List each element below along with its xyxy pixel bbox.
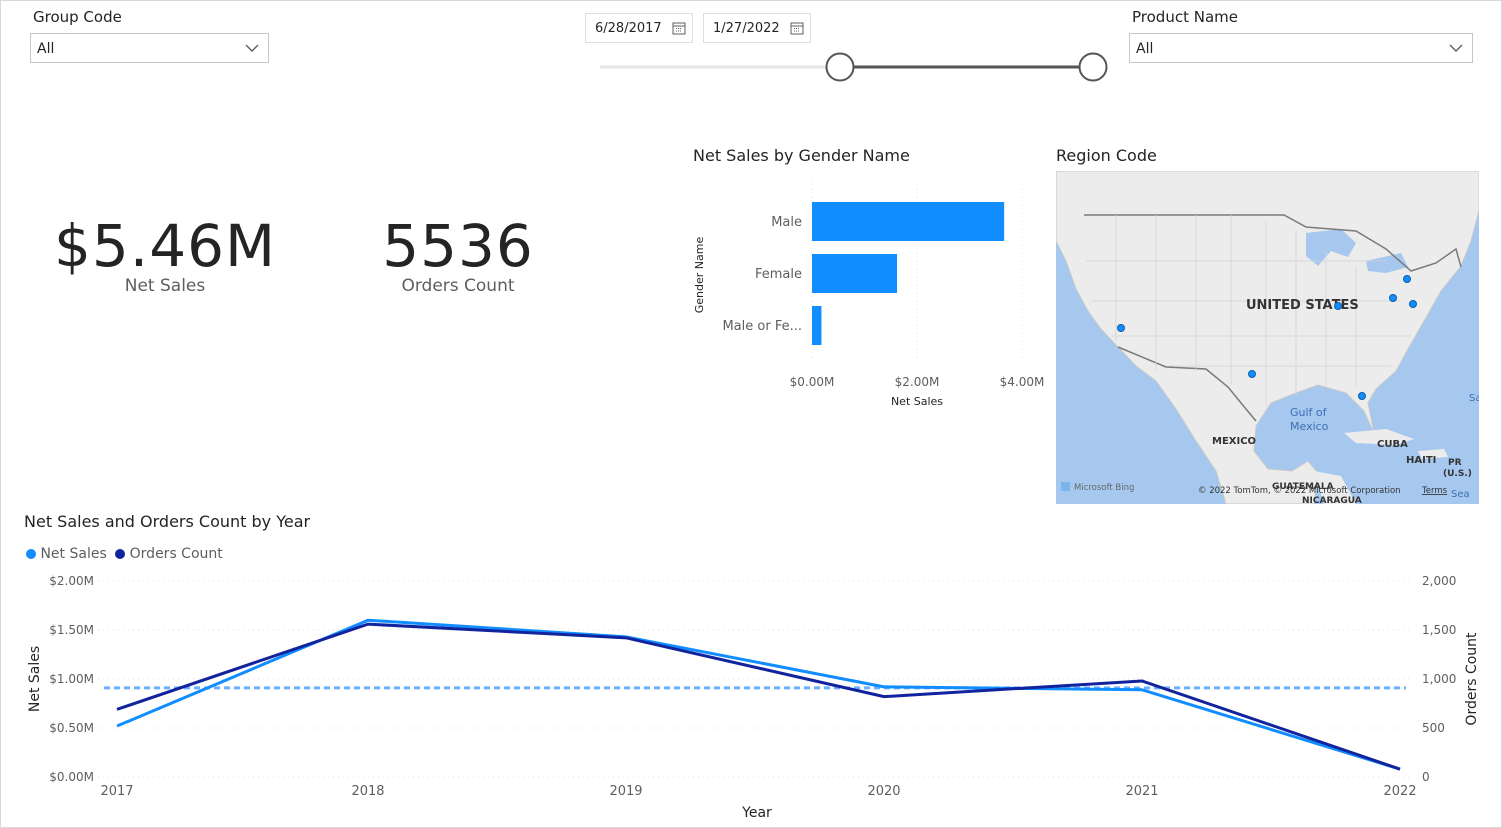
slider-start-handle[interactable] — [825, 52, 855, 82]
left-y-tick-label: $1.50M — [49, 623, 94, 637]
net-sales-label: Net Sales — [124, 276, 206, 296]
x-tick-label: 2017 — [100, 784, 133, 799]
gender-bar-chart[interactable]: $0.00M $2.00M $4.00M Male Female Male or Fe..… — [688, 170, 1053, 415]
right-y-tick-label: 1,500 — [1422, 623, 1456, 637]
map-label-nicaragua: NICARAGUA — [1302, 496, 1362, 504]
right-y-tick-label: 0 — [1422, 770, 1430, 784]
orders-count-value: 5536 — [382, 212, 534, 280]
map-region-dots — [1117, 275, 1417, 400]
left-y-tick-label: $0.00M — [49, 770, 94, 784]
bing-logo-icon — [1061, 482, 1070, 491]
year-chart-legend: Net Sales Orders Count — [26, 546, 223, 562]
product-name-slicer-title: Product Name — [1132, 8, 1238, 26]
map-copyright: © 2022 TomTom, © 2022 Microsoft Corporat… — [1198, 486, 1401, 496]
map-land-hispaniola — [1418, 449, 1448, 459]
left-y-tick-label: $1.00M — [49, 672, 94, 686]
map-land-central-america — [1314, 471, 1356, 504]
start-date-value: 6/28/2017 — [595, 21, 662, 36]
left-y-tick-label: $2.00M — [49, 574, 94, 588]
x-tick-label: 2019 — [609, 784, 642, 799]
right-y-axis-label: Orders Count — [1464, 632, 1480, 726]
map-label-gulf-1: Gulf of — [1290, 406, 1328, 419]
x-tick-label: 2018 — [351, 784, 384, 799]
map-dot[interactable] — [1334, 302, 1342, 310]
map-dot[interactable] — [1403, 275, 1411, 283]
map-state-lines — [1086, 215, 1411, 406]
y-axis-label: Gender Name — [693, 237, 706, 314]
gender-chart-title: Net Sales by Gender Name — [693, 146, 910, 165]
series-line-orders-count — [116, 622, 1401, 771]
map-label-edge: Sa — [1469, 393, 1479, 404]
map-terms-link[interactable]: Terms — [1421, 486, 1448, 496]
category-label: Male — [771, 215, 802, 230]
orders-count-card: 5536 Orders Count — [323, 212, 593, 296]
map-land-caribbean — [1344, 429, 1414, 445]
year-chart-title: Net Sales and Orders Count by Year — [24, 512, 311, 531]
bar — [812, 202, 1005, 241]
net-sales-card: $5.46M Net Sales — [30, 212, 300, 296]
map-border-mexico — [1117, 346, 1257, 422]
x-tick-label: $0.00M — [790, 375, 835, 389]
map-border-canada — [1084, 214, 1462, 272]
calendar-icon[interactable] — [672, 21, 686, 35]
x-tick-label: $2.00M — [895, 375, 940, 389]
map-label-pr: PR — [1448, 458, 1462, 468]
map-dot[interactable] — [1358, 392, 1366, 400]
region-map[interactable]: UNITED STATES Gulf of Mexico MEXICO CUBA… — [1056, 171, 1479, 504]
map-dot[interactable] — [1248, 370, 1256, 378]
map-title: Region Code — [1056, 146, 1157, 165]
end-date-input[interactable]: 1/27/2022 — [703, 13, 811, 43]
map-label-haiti: HAITI — [1406, 455, 1436, 466]
date-range-slider[interactable] — [595, 50, 1115, 86]
group-code-slicer-title: Group Code — [33, 8, 122, 26]
right-y-tick-label: 2,000 — [1422, 574, 1456, 588]
map-label-sea: Sea — [1451, 489, 1470, 500]
map-great-lakes — [1306, 229, 1408, 273]
bar — [812, 306, 822, 345]
product-name-dropdown[interactable]: All — [1129, 33, 1473, 63]
x-tick-label: 2021 — [1125, 784, 1158, 799]
x-axis-label: Net Sales — [891, 395, 943, 408]
group-code-dropdown[interactable]: All — [30, 33, 269, 63]
map-label-cuba: CUBA — [1377, 439, 1408, 450]
legend-label-net-sales: Net Sales — [40, 546, 107, 562]
category-label: Male or Fe... — [722, 319, 802, 334]
x-tick-label: 2022 — [1383, 784, 1416, 799]
net-sales-value: $5.46M — [53, 212, 277, 280]
map-label-guatemala: GUATEMALA — [1272, 482, 1334, 492]
right-y-tick-label: 1,000 — [1422, 672, 1456, 686]
map-dot[interactable] — [1409, 300, 1417, 308]
start-date-input[interactable]: 6/28/2017 — [585, 13, 693, 43]
x-tick-label: 2020 — [867, 784, 900, 799]
map-label-mexico: MEXICO — [1212, 436, 1256, 447]
map-bing-label: Microsoft Bing — [1074, 483, 1134, 493]
calendar-icon[interactable] — [790, 21, 804, 35]
map-dot[interactable] — [1117, 324, 1125, 332]
legend-label-orders-count: Orders Count — [129, 546, 223, 562]
category-label: Female — [755, 267, 802, 282]
left-y-tick-label: $0.50M — [49, 721, 94, 735]
x-axis-label: Year — [741, 805, 772, 821]
x-tick-label: $4.00M — [1000, 375, 1045, 389]
end-date-value: 1/27/2022 — [713, 21, 780, 36]
map-label-gulf-2: Mexico — [1290, 420, 1329, 433]
bar — [812, 254, 898, 293]
orders-count-label: Orders Count — [401, 276, 515, 296]
map-label-country: UNITED STATES — [1246, 298, 1359, 313]
product-name-value: All — [1136, 41, 1154, 57]
left-y-axis-label: Net Sales — [27, 646, 43, 712]
legend-dot-orders-count — [115, 549, 126, 559]
right-y-tick-label: 500 — [1422, 721, 1445, 735]
map-label-pr-us: (U.S.) — [1443, 469, 1472, 479]
chevron-down-icon — [1449, 44, 1463, 52]
map-dot[interactable] — [1389, 294, 1397, 302]
year-line-chart[interactable]: $0.00M $0.50M $1.00M $1.50M $2.00M 0 500 1,000 1… — [20, 566, 1490, 824]
legend-dot-net-sales — [26, 549, 36, 559]
chevron-down-icon — [245, 44, 259, 52]
group-code-value: All — [37, 41, 55, 57]
slider-end-handle[interactable] — [1078, 52, 1108, 82]
